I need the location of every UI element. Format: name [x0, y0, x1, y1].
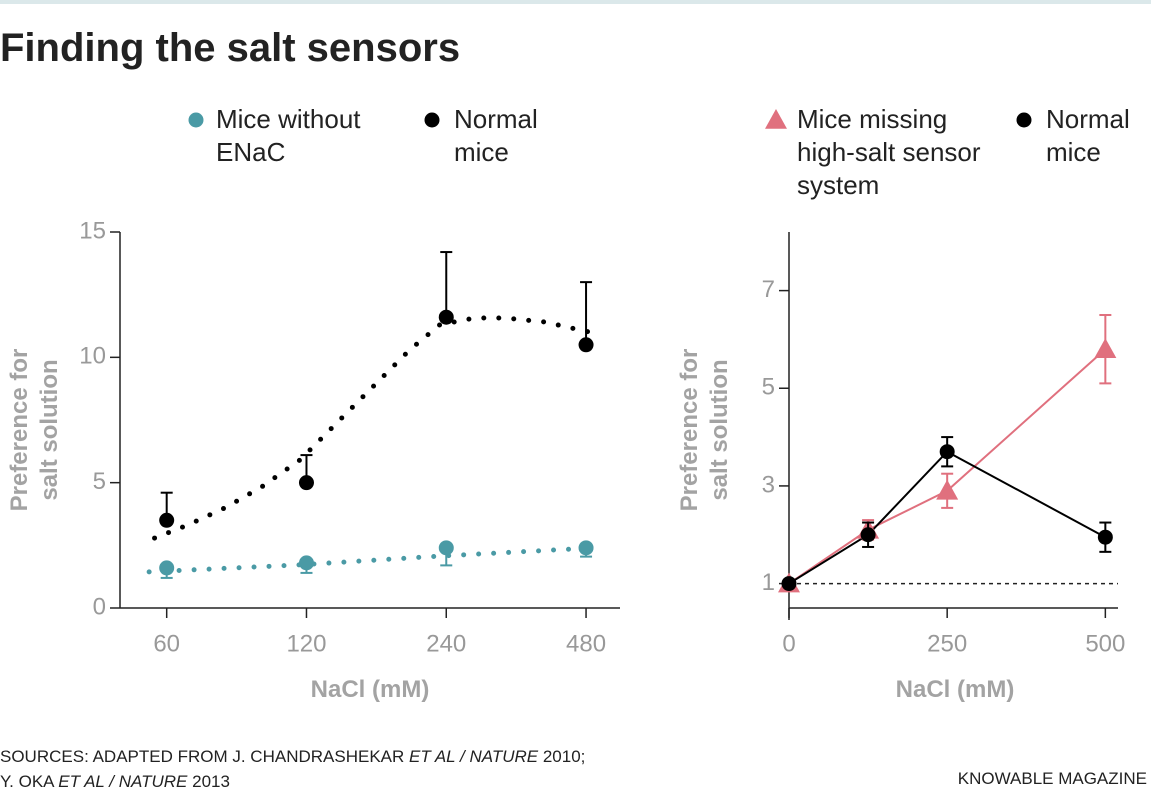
legend-marker [765, 109, 787, 129]
data-point [159, 512, 175, 528]
legend-label: Normal mice [454, 104, 538, 167]
y-axis-label: Preference for salt solution [676, 348, 733, 512]
x-tick-label: 120 [286, 630, 326, 657]
data-point [860, 527, 876, 543]
legend-label: Mice without ENaC [216, 104, 361, 167]
x-tick-label: 240 [426, 630, 466, 657]
y-tick-label: 5 [762, 374, 775, 401]
top-rule [0, 0, 1151, 4]
source-part: 2013 [187, 772, 230, 791]
y-tick-label: 3 [762, 471, 775, 498]
legend-marker [188, 112, 204, 128]
data-point [1094, 338, 1117, 358]
source-part: 2010; [538, 747, 586, 766]
data-point [438, 309, 454, 325]
y-axis-label: Preference for salt solution [6, 348, 63, 512]
legend-marker [1016, 112, 1032, 128]
y-tick-label: 1 [762, 569, 775, 596]
x-tick-label: 480 [566, 630, 606, 657]
x-tick-label: 60 [153, 630, 180, 657]
x-axis-label: NaCl (mM) [310, 676, 430, 703]
data-point [1097, 529, 1113, 545]
data-point [578, 540, 594, 556]
source-line: SOURCES: ADAPTED FROM J. CHANDRASHEKAR E… [0, 744, 585, 769]
trend-line [152, 315, 593, 541]
trend-line [146, 545, 593, 575]
data-point [578, 337, 594, 353]
legend-marker [424, 112, 440, 128]
series-line [788, 348, 1107, 585]
data-point [159, 560, 175, 576]
y-tick-label: 0 [93, 593, 106, 620]
y-tick-label: 10 [79, 343, 106, 370]
source-part: SOURCES: ADAPTED FROM J. CHANDRASHEKAR [0, 747, 410, 766]
source-part: ET AL / NATURE [409, 747, 539, 766]
error-bar [580, 281, 593, 345]
data-point [298, 475, 314, 491]
sources: SOURCES: ADAPTED FROM J. CHANDRASHEKAR E… [0, 744, 585, 794]
source-line: Y. OKA ET AL / NATURE 2013 [0, 769, 585, 794]
legend-label: Normal mice [1046, 104, 1130, 167]
y-tick-label: 7 [762, 276, 775, 303]
x-tick-label: 0 [782, 630, 795, 657]
x-tick-label: 500 [1085, 630, 1125, 657]
data-point [936, 479, 959, 500]
source-part: Y. OKA [0, 772, 59, 791]
data-point [939, 444, 955, 460]
title: Finding the salt sensors [0, 26, 461, 70]
y-tick-label: 5 [93, 468, 106, 495]
data-point [781, 576, 797, 592]
credit: KNOWABLE MAGAZINE [957, 769, 1147, 788]
source-part: ET AL / NATURE [58, 772, 188, 791]
data-point [298, 555, 314, 571]
legend-label: Mice missing high-salt sensor system [797, 104, 981, 200]
x-axis-label: NaCl (mM) [895, 676, 1015, 703]
x-tick-label: 250 [927, 630, 967, 657]
data-point [438, 540, 454, 556]
y-tick-label: 15 [79, 217, 106, 244]
error-bar [440, 251, 453, 318]
series-line [788, 450, 1106, 585]
